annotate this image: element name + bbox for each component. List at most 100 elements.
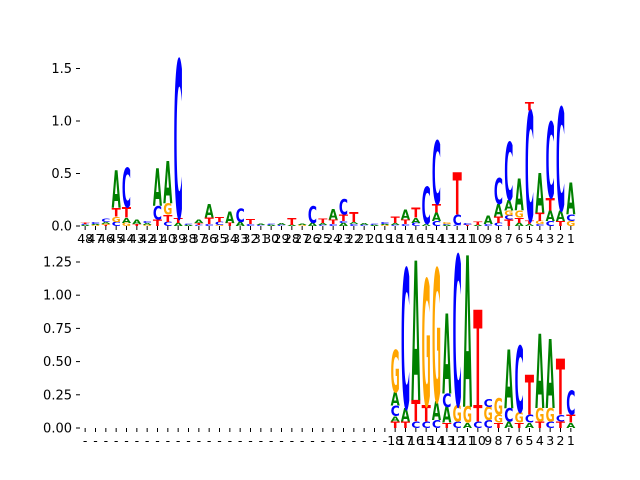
- logo-letter-A: A: [504, 420, 514, 430]
- logo-letter-C: C: [484, 224, 494, 227]
- logo-letter-C: C: [484, 418, 493, 431]
- logo-letter-T: T: [101, 225, 111, 227]
- logo-letter-C: C: [432, 124, 441, 225]
- logo-letter-T: T: [473, 283, 482, 436]
- logo-letter-C: C: [504, 215, 513, 222]
- logo-letter-A: A: [174, 223, 183, 228]
- x-tick-label: 30: [263, 231, 279, 246]
- logo-letter-A: A: [277, 223, 287, 226]
- logo-letter-A: A: [566, 176, 575, 225]
- logo-letter-A: A: [225, 209, 234, 227]
- logo-letter-A: A: [515, 223, 524, 228]
- logo-letter-G: G: [566, 220, 575, 228]
- x-tick-label: -: [114, 433, 119, 448]
- logo-letter-C: C: [546, 420, 555, 431]
- logo-letter-G: G: [442, 221, 452, 225]
- logo-letter-T: T: [411, 396, 420, 429]
- logo-letter-G: G: [112, 216, 121, 224]
- logo-letter-G: G: [143, 225, 152, 227]
- logo-letter-C: C: [184, 224, 193, 226]
- logo-letter-T: T: [112, 205, 122, 219]
- x-tick-label: 9: [484, 433, 492, 448]
- logo-letter-A: A: [504, 334, 513, 428]
- logo-letter-A: A: [463, 213, 472, 456]
- x-tick-label: 10: [470, 231, 486, 246]
- x-tick-label: 36: [201, 231, 217, 246]
- logo-letter-C: C: [442, 390, 451, 411]
- logo-letter-T: T: [411, 207, 420, 222]
- x-tick-label: -: [321, 433, 326, 448]
- x-tick-label: 11: [460, 231, 476, 246]
- y-tick-label: 0.0: [51, 220, 72, 235]
- logo-letter-A: A: [463, 422, 473, 430]
- logo-letter-C: C: [339, 196, 348, 221]
- logo-letter-C: C: [484, 396, 493, 409]
- logo-letter-A: A: [442, 404, 451, 429]
- logo-letter-G: G: [494, 413, 503, 426]
- y-tick-label: 0.75: [43, 322, 72, 337]
- x-tick-label: 15: [418, 433, 434, 448]
- logo-letter-G: G: [504, 209, 513, 217]
- logo-letter-G: G: [380, 225, 389, 227]
- y-tick-label: 1.25: [43, 255, 72, 270]
- logo-letter-T: T: [535, 210, 545, 224]
- logo-panel-top: 0.00.51.01.54847464544434241403938373635…: [51, 19, 575, 270]
- logo-letter-G: G: [391, 338, 400, 406]
- logo-letter-G: G: [422, 245, 431, 447]
- logo-letter-A: A: [546, 209, 556, 225]
- logo-letter-C: C: [380, 222, 390, 225]
- logo-letter-A: A: [101, 222, 111, 225]
- x-tick-label: 35: [212, 231, 228, 246]
- logo-letter-T: T: [318, 218, 327, 225]
- logo-letter-C: C: [401, 224, 411, 227]
- logo-letter-T: T: [473, 402, 483, 427]
- logo-letter-C: C: [546, 220, 555, 228]
- logo-letter-C: C: [236, 204, 245, 226]
- logo-letter-T: T: [515, 216, 525, 225]
- logo-letter-C: C: [339, 221, 349, 224]
- logo-letter-A: A: [236, 221, 246, 228]
- x-tick-label: 3: [546, 231, 554, 246]
- logo-letter-G: G: [163, 201, 172, 220]
- x-tick-label: 18: [387, 433, 403, 448]
- logo-letter-A: A: [194, 219, 203, 224]
- x-tick-label: 5: [526, 231, 534, 246]
- logo-letter-C: C: [308, 203, 317, 229]
- x-tick-label: 38: [181, 231, 197, 246]
- x-tick-label: 41: [150, 231, 166, 246]
- logo-letter-G: G: [91, 225, 100, 227]
- x-tick-label: 8: [495, 433, 503, 448]
- x-tick-label: -: [290, 433, 295, 448]
- x-tick-label: 21: [356, 231, 372, 246]
- x-tick-label: -: [228, 433, 233, 448]
- logo-letter-A: A: [411, 222, 420, 445]
- logo-letter-C: C: [163, 221, 172, 228]
- x-tick-label: -: [279, 433, 284, 448]
- x-tick-label: 5: [526, 433, 534, 448]
- logo-letter-T: T: [391, 215, 401, 225]
- logo-letter-T: T: [432, 201, 442, 215]
- x-tick-label: 31: [253, 231, 269, 246]
- x-tick-label: 15: [418, 231, 434, 246]
- x-tick-label: 4: [536, 433, 544, 448]
- x-tick-label: -: [104, 433, 109, 448]
- y-tick-label: 0.25: [43, 388, 72, 403]
- logo-letter-C: C: [442, 224, 451, 226]
- x-tick-label: 23: [336, 231, 352, 246]
- logo-letter-T: T: [174, 216, 184, 225]
- x-tick-label: -: [166, 433, 171, 448]
- logo-letter-A: A: [205, 200, 215, 223]
- x-tick-label: -: [331, 433, 336, 448]
- x-tick-label: 17: [398, 433, 414, 448]
- logo-letter-C: C: [174, 19, 183, 270]
- y-tick-label: 1.0: [51, 115, 72, 130]
- logo-letter-C: C: [453, 213, 462, 229]
- logo-letter-C: C: [153, 202, 162, 224]
- y-tick-label: 0.00: [43, 422, 72, 437]
- logo-letter-A: A: [432, 397, 442, 427]
- logo-letter-C: C: [494, 172, 503, 213]
- logo-letter-G: G: [453, 402, 462, 427]
- x-tick-label: 37: [191, 231, 207, 246]
- logo-letter-A: A: [360, 223, 370, 226]
- x-tick-label: 1: [567, 433, 575, 448]
